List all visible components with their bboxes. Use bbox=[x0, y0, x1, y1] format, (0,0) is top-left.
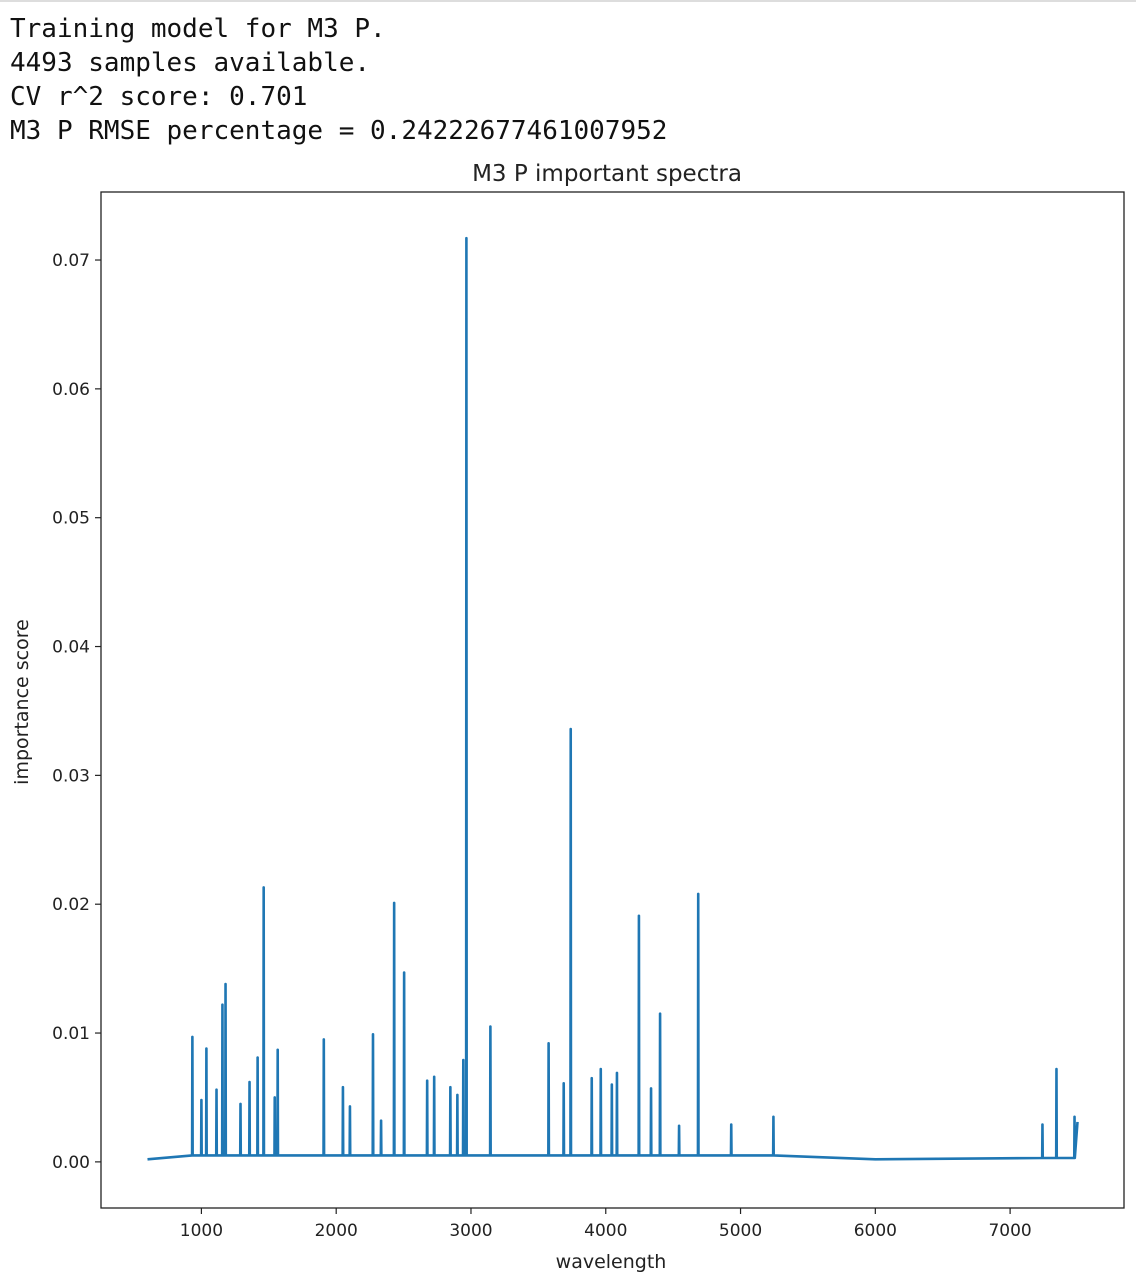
cell-border bbox=[0, 0, 1136, 2]
spectrum-line bbox=[147, 236, 1079, 1161]
x-tick-label: 5000 bbox=[719, 1221, 762, 1241]
x-tick-label: 6000 bbox=[854, 1221, 897, 1241]
y-tick-label: 0.04 bbox=[52, 638, 90, 658]
chart: M3 P important spectra wavelength import… bbox=[11, 161, 1125, 1273]
output-line: Training model for M3 P. bbox=[10, 14, 386, 44]
chart-title: M3 P important spectra bbox=[472, 161, 742, 187]
y-tick-label: 0.03 bbox=[52, 766, 90, 786]
plot-frame bbox=[100, 191, 1125, 1209]
output-line: 4493 samples available. bbox=[10, 48, 371, 78]
x-tick-label: 1000 bbox=[180, 1221, 223, 1241]
cell-output: Training model for M3 P. 4493 samples ava… bbox=[10, 12, 667, 148]
output-line: M3 P RMSE percentage = 0.242226774610079… bbox=[10, 116, 668, 146]
x-tick-label: 4000 bbox=[584, 1221, 627, 1241]
x-axis-label: wavelength bbox=[556, 1251, 667, 1273]
y-axis-label: importance score bbox=[11, 619, 33, 785]
y-tick-label: 0.02 bbox=[52, 895, 90, 915]
y-tick-label: 0.00 bbox=[52, 1153, 90, 1173]
y-tick-label: 0.06 bbox=[52, 380, 90, 400]
y-tick-label: 0.07 bbox=[52, 251, 90, 271]
x-tick-label: 2000 bbox=[315, 1221, 358, 1241]
y-tick-label: 0.01 bbox=[52, 1024, 90, 1044]
x-tick-label: 3000 bbox=[449, 1221, 492, 1241]
y-tick-label: 0.05 bbox=[52, 509, 90, 529]
output-line: CV r^2 score: 0.701 bbox=[10, 82, 308, 112]
x-tick-label: 7000 bbox=[988, 1221, 1031, 1241]
